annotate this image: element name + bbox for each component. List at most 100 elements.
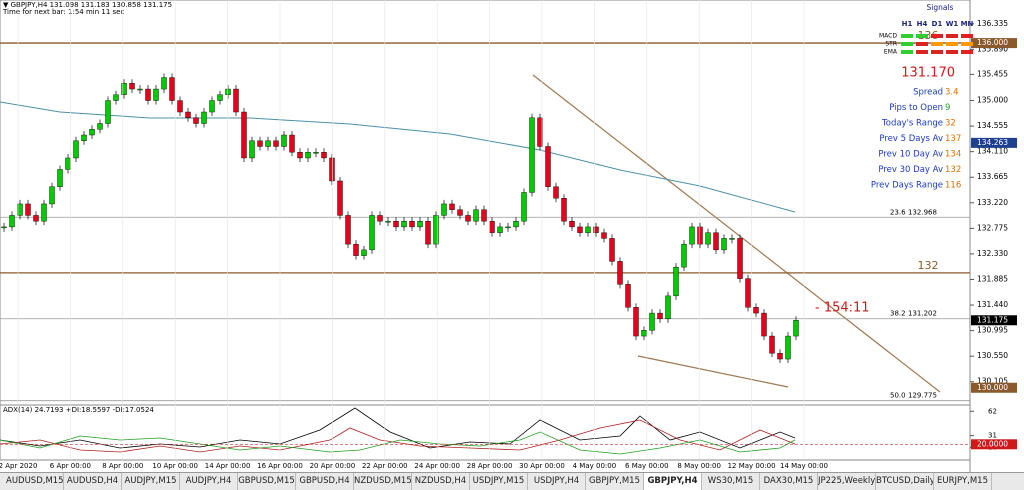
candle — [105, 100, 111, 124]
stat-label: Spread — [913, 88, 943, 98]
candle — [305, 152, 311, 159]
candle — [529, 117, 535, 193]
candle — [433, 215, 439, 245]
tab[interactable]: NZDUSD,H4 — [412, 473, 470, 490]
x-tick-label: 22 Apr 00:00 — [362, 462, 408, 470]
candle — [425, 220, 431, 245]
candle — [217, 94, 223, 101]
price-marker — [971, 38, 1017, 49]
candle — [593, 226, 599, 233]
candle — [257, 140, 263, 147]
y-tick-label: 131.885 — [977, 274, 1008, 283]
y-tick-label: 131.440 — [977, 300, 1008, 309]
tab[interactable]: USDJPY,M15 — [470, 473, 528, 490]
signal-box — [901, 42, 913, 46]
stat-value: 3.4 — [945, 88, 959, 98]
candle — [273, 140, 279, 147]
timer: Time for next bar: 1:54 min 11 sec — [2, 8, 124, 16]
stat-label: Pips to Open — [889, 103, 943, 113]
x-tick-label: 12 May 00:00 — [728, 462, 776, 470]
tab[interactable]: GBPUSD,M15 — [238, 473, 296, 490]
tab[interactable]: AUDUSD,H4 — [64, 473, 122, 490]
stat-value: 137 — [945, 134, 961, 144]
y-tick-label: 130.995 — [977, 326, 1008, 335]
y-tick-label: 135.455 — [977, 69, 1008, 78]
candle — [265, 140, 271, 147]
y-tick-label: 133.665 — [977, 172, 1008, 181]
tab[interactable]: NZDUSD,M15 — [354, 473, 412, 490]
candle — [505, 226, 511, 229]
y-tick-label: 135.890 — [977, 44, 1008, 53]
candle — [329, 157, 335, 182]
y-tick-label: 134.555 — [977, 121, 1008, 130]
price-marker — [971, 137, 1017, 148]
candle — [137, 88, 143, 91]
timeframe: D1 — [932, 20, 943, 28]
stat-value: 9 — [945, 103, 950, 113]
adx-label: ADX(14) 24.7193 +DI:18.5597 -DI:17.0524 — [3, 406, 154, 414]
tab[interactable]: USDJPY,H4 — [528, 473, 586, 490]
price-marker-label: 130.000 — [977, 383, 1008, 392]
candle — [289, 134, 295, 153]
tab[interactable]: EURJPY,M15 — [934, 473, 992, 490]
adx-line — [0, 407, 796, 449]
candle — [153, 88, 159, 101]
chart: ▼ GBPJPY,H4 131.098 131.183 130.858 131.… — [0, 0, 1017, 472]
candle — [225, 88, 231, 95]
stat-label: Prev 5 Days Av — [879, 134, 943, 144]
candle — [473, 209, 479, 222]
x-tick-label: 8 Apr 00:00 — [102, 462, 143, 470]
candle — [609, 238, 615, 262]
adx-marker — [971, 439, 1017, 450]
candle — [73, 140, 79, 159]
candle — [9, 215, 15, 228]
candle — [689, 226, 695, 245]
candle — [345, 215, 351, 245]
signal-name: MACD — [879, 33, 897, 40]
tab[interactable]: GBPJPY,H4 — [644, 473, 702, 490]
signal-box — [946, 42, 958, 46]
tab[interactable]: GBPJPY,M15 — [586, 473, 644, 490]
signal-box — [901, 34, 913, 38]
candle — [561, 197, 567, 222]
candle — [25, 203, 31, 216]
tab[interactable]: JP225,Weekly — [818, 473, 876, 490]
candle — [521, 192, 527, 222]
signal-box — [931, 50, 943, 54]
countdown: - 154:11 — [815, 301, 870, 316]
panel-title: Signals — [927, 3, 954, 12]
signal-box — [931, 34, 943, 38]
adx-tick-label: 62 — [988, 407, 997, 415]
x-tick-label: 6 Apr 00:00 — [50, 462, 91, 470]
tab[interactable]: AUDUSD,M15 — [6, 473, 64, 490]
tab[interactable]: GBPUSD,H4 — [296, 473, 354, 490]
candle — [769, 335, 775, 354]
tab[interactable]: BTCUSD,Daily — [876, 473, 934, 490]
tab[interactable]: WS30,M15 — [702, 473, 760, 490]
stat-value: 132 — [945, 165, 961, 175]
signal-box — [946, 50, 958, 54]
candle — [177, 100, 183, 113]
candle — [393, 220, 399, 228]
candle — [713, 232, 719, 251]
candle — [1, 226, 7, 229]
x-tick-label: 30 Apr 00:00 — [519, 462, 565, 470]
candle — [793, 320, 799, 337]
candle — [313, 152, 319, 154]
candle — [577, 226, 583, 233]
x-tick-label: 20 Apr 00:00 — [310, 462, 356, 470]
y-tick-label: 130.105 — [977, 377, 1008, 386]
tab[interactable]: AUDJPY,H4 — [180, 473, 238, 490]
tab[interactable]: DAX30,M15 — [760, 473, 818, 490]
level-label: 132 — [918, 259, 939, 272]
candle — [681, 243, 687, 268]
tab[interactable]: AUDJPY,M15 — [122, 473, 180, 490]
candle — [553, 186, 559, 199]
x-tick-label: 28 Apr 00:00 — [467, 462, 513, 470]
candle — [441, 203, 447, 216]
candle — [201, 111, 207, 124]
candle — [337, 180, 343, 216]
x-tick-label: 8 May 00:00 — [677, 462, 721, 470]
candle — [497, 226, 503, 233]
